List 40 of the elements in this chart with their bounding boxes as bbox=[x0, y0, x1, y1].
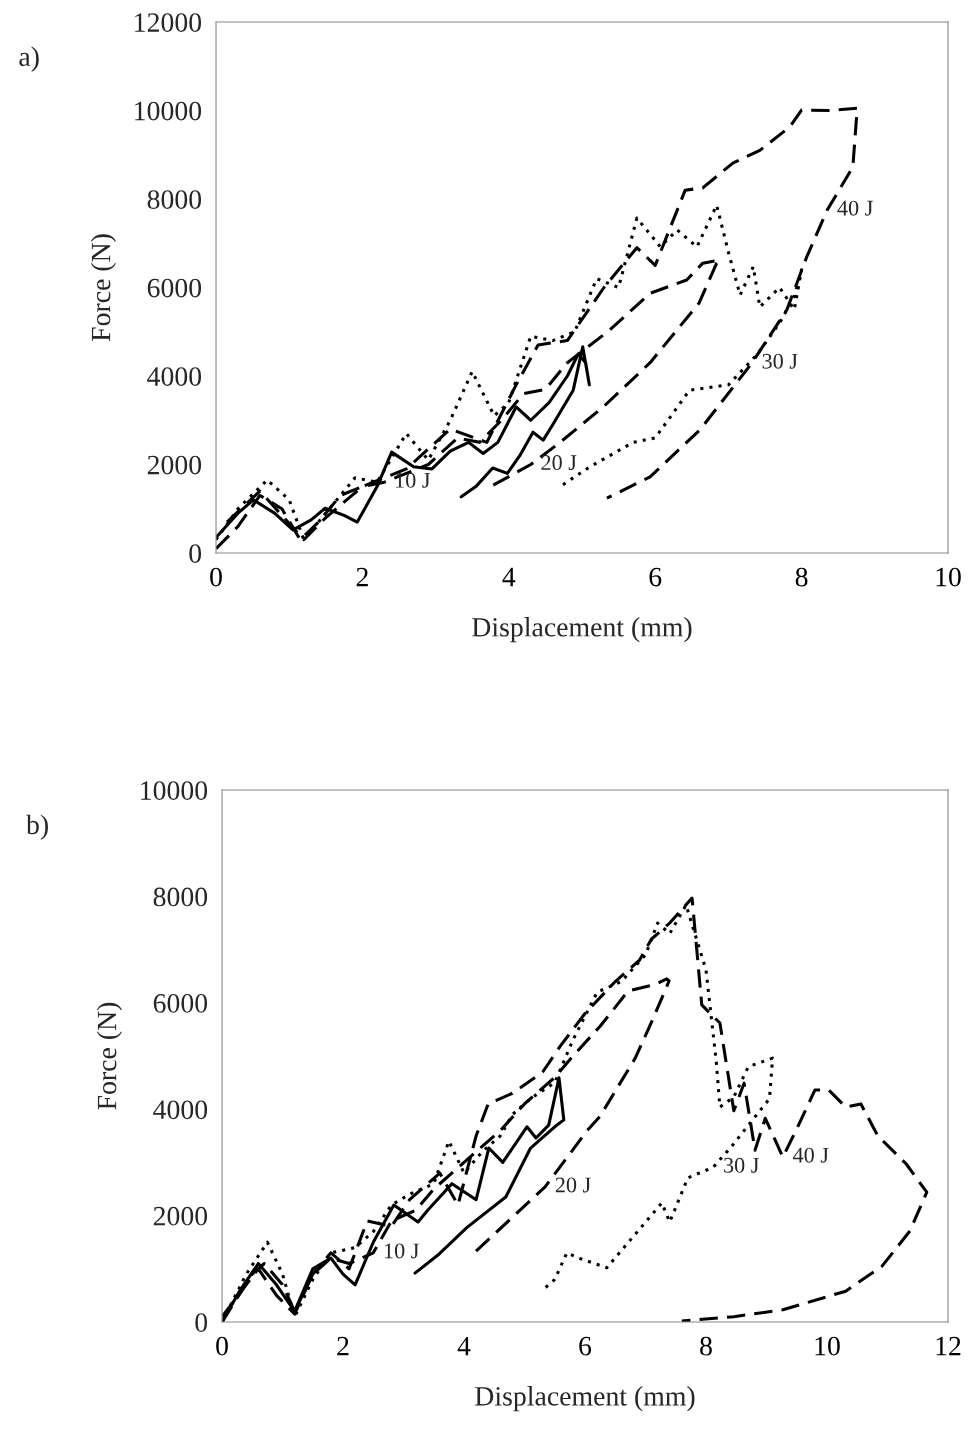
annotation: 10 J bbox=[396, 472, 431, 488]
annotation: 40 J bbox=[837, 200, 873, 216]
y-tick-label: 8000 bbox=[153, 887, 208, 907]
y-tick-label: 0 bbox=[189, 544, 202, 563]
y-tick-label: 8000 bbox=[147, 190, 202, 209]
y-tick-label: 10000 bbox=[135, 101, 202, 121]
annotation: 30 J bbox=[724, 1157, 759, 1173]
x-tick-label: 6 bbox=[579, 1336, 592, 1356]
y-tick-label: 2000 bbox=[153, 1206, 208, 1226]
x-tick-label: 8 bbox=[700, 1336, 712, 1356]
x-tick-label: 12 bbox=[936, 1336, 961, 1356]
y-tick-label: 12000 bbox=[135, 13, 202, 32]
x-tick-label: 8 bbox=[795, 567, 808, 587]
x-axis-title: Displacement (mm) bbox=[475, 1386, 695, 1412]
y-tick-label: 0 bbox=[195, 1313, 208, 1332]
annotation: 20 J bbox=[541, 455, 577, 471]
annotation: 40 J bbox=[792, 1147, 829, 1163]
x-tick-label: 10 bbox=[815, 1336, 840, 1356]
annotation: 20 J bbox=[555, 1177, 591, 1193]
x-tick-label: 10 bbox=[936, 567, 961, 587]
x-tick-label: 2 bbox=[337, 1336, 349, 1356]
y-tick-label: 4000 bbox=[153, 1100, 208, 1120]
y-axis-title: Force (N) bbox=[96, 1002, 123, 1110]
annotation: 10 J bbox=[384, 1243, 419, 1259]
x-axis-title: Displacement (mm) bbox=[472, 617, 692, 643]
x-tick-label: 0 bbox=[210, 567, 222, 587]
x-tick-label: 6 bbox=[649, 567, 662, 587]
y-tick-label: 2000 bbox=[147, 455, 202, 475]
x-tick-label: 4 bbox=[502, 567, 516, 587]
x-tick-label: 2 bbox=[356, 567, 368, 587]
text: a) bbox=[19, 46, 39, 72]
text: b) bbox=[26, 814, 48, 840]
annotation: 30 J bbox=[762, 353, 798, 369]
y-tick-label: 10000 bbox=[141, 781, 208, 800]
y-tick-label: 4000 bbox=[147, 367, 202, 386]
y-tick-label: 6000 bbox=[153, 993, 208, 1013]
y-tick-label: 6000 bbox=[147, 278, 202, 298]
y-axis-title: Force (N) bbox=[90, 234, 117, 342]
x-tick-label: 4 bbox=[457, 1336, 471, 1356]
x-tick-label: 0 bbox=[216, 1336, 228, 1356]
